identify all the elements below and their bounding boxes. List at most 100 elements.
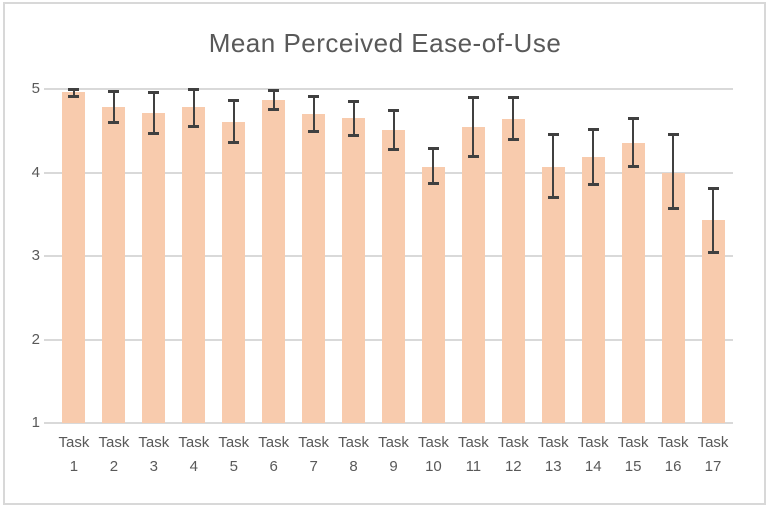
x-axis-label-8: Task 8 [338, 434, 369, 475]
error-bar-stem-3 [152, 91, 155, 135]
bar-task-4 [182, 106, 206, 423]
bar-task-2 [102, 106, 126, 423]
error-bar-cap-bottom-1 [68, 94, 80, 98]
error-bar-cap-bottom-11 [467, 155, 479, 159]
error-bar-cap-bottom-14 [587, 183, 599, 187]
error-bar-cap-top-9 [388, 108, 399, 112]
bar-task-15 [621, 143, 645, 423]
x-axis-label-1: Task 1 [58, 434, 90, 475]
y-axis-label-4: 4 [31, 163, 40, 181]
y-axis-label-2: 2 [31, 330, 40, 348]
bar-task-7 [302, 114, 326, 423]
bar-task-12 [501, 119, 525, 423]
y-axis-tick-4 [44, 171, 54, 174]
error-bar-cap-top-8 [348, 99, 360, 103]
x-axis-label-15: Task 15 [617, 434, 649, 475]
x-axis-label-14: Task 14 [577, 434, 609, 475]
x-axis-label-10: Task 10 [418, 434, 449, 475]
error-bar-cap-bottom-10 [427, 182, 439, 186]
bar-task-1 [62, 92, 86, 423]
x-axis-label-17: Task 17 [697, 434, 729, 475]
bar-task-14 [581, 157, 605, 423]
y-axis-tick-3 [44, 255, 54, 257]
x-axis-label-2: Task 2 [98, 434, 130, 475]
error-bar-stem-6 [272, 89, 275, 110]
chart-title: Mean Perceived Ease-of-Use [208, 28, 562, 58]
bar-task-16 [661, 172, 685, 423]
error-bar-cap-bottom-5 [228, 141, 240, 145]
x-axis-label-13: Task 13 [537, 434, 569, 475]
gridline-y-1 [54, 422, 733, 424]
x-axis-label-3: Task 3 [138, 434, 170, 475]
bar-task-3 [142, 113, 166, 423]
x-axis-label-4: Task 4 [178, 434, 210, 475]
bar-task-9 [382, 129, 405, 423]
error-bar-cap-bottom-9 [388, 147, 399, 151]
x-axis-label-5: Task 5 [218, 434, 250, 475]
error-bar-cap-bottom-6 [268, 107, 280, 111]
x-axis-label-7: Task 7 [298, 434, 330, 475]
error-bar-cap-top-16 [667, 133, 679, 137]
y-axis-label-1: 1 [31, 414, 40, 431]
error-bar-stem-14 [592, 129, 595, 186]
bar-task-13 [541, 166, 565, 423]
error-bar-cap-top-6 [268, 88, 280, 92]
error-bar-cap-bottom-3 [148, 132, 160, 136]
error-bar-stem-2 [112, 90, 115, 124]
error-bar-cap-top-15 [627, 117, 639, 121]
x-axis-label-16: Task 16 [657, 434, 689, 475]
bar-task-10 [421, 166, 445, 423]
error-bar-cap-bottom-12 [507, 137, 519, 141]
error-bar-stem-17 [712, 188, 715, 253]
error-bar-stem-16 [672, 134, 675, 210]
error-bar-cap-top-2 [108, 89, 120, 93]
error-bar-stem-5 [232, 99, 235, 144]
error-bar-cap-bottom-2 [108, 121, 120, 125]
error-bar-cap-bottom-15 [627, 165, 639, 169]
error-bar-stem-8 [352, 100, 355, 136]
error-bar-cap-top-5 [228, 98, 240, 102]
y-axis-tick-1 [44, 422, 54, 424]
error-bar-cap-top-10 [427, 147, 439, 151]
error-bar-cap-bottom-4 [188, 125, 200, 129]
error-bar-cap-top-14 [587, 128, 599, 132]
error-bar-cap-top-3 [148, 90, 160, 94]
error-bar-stem-9 [392, 109, 395, 150]
error-bar-cap-top-11 [467, 95, 479, 99]
error-bar-stem-11 [472, 96, 475, 158]
y-axis-tick-5 [44, 88, 54, 90]
x-axis-label-11: Task 11 [457, 434, 489, 475]
error-bar-cap-bottom-7 [308, 130, 320, 134]
error-bar-cap-top-17 [707, 187, 719, 191]
y-axis-label-5: 5 [31, 80, 40, 97]
bar-task-8 [342, 118, 366, 423]
bar-task-17 [701, 220, 725, 423]
y-axis-tick-2 [44, 338, 54, 341]
error-bar-stem-13 [552, 134, 555, 198]
x-axis-label-6: Task 6 [258, 434, 290, 475]
error-bar-cap-top-13 [547, 133, 559, 137]
error-bar-cap-top-12 [507, 95, 519, 99]
error-bar-stem-12 [512, 96, 515, 140]
error-bar-cap-top-1 [68, 88, 80, 91]
error-bar-cap-bottom-13 [547, 195, 559, 199]
bar-task-5 [222, 121, 246, 423]
error-bar-cap-top-4 [188, 88, 200, 91]
error-bar-stem-7 [312, 95, 315, 133]
gridline-y-5 [54, 88, 733, 90]
bar-task-11 [461, 127, 485, 423]
y-axis-label-3: 3 [31, 247, 40, 264]
x-axis-label-9: Task 9 [378, 434, 409, 475]
error-bar-cap-bottom-8 [348, 133, 360, 137]
error-bar-cap-top-7 [308, 94, 320, 98]
error-bar-cap-bottom-16 [667, 207, 679, 211]
error-bar-stem-4 [192, 89, 195, 128]
error-bar-stem-1 [72, 89, 75, 97]
bar-task-6 [262, 99, 286, 423]
x-axis-label-12: Task 12 [497, 434, 529, 475]
error-bar-stem-10 [432, 148, 435, 185]
error-bar-cap-bottom-17 [707, 250, 719, 254]
error-bar-stem-15 [632, 118, 635, 168]
